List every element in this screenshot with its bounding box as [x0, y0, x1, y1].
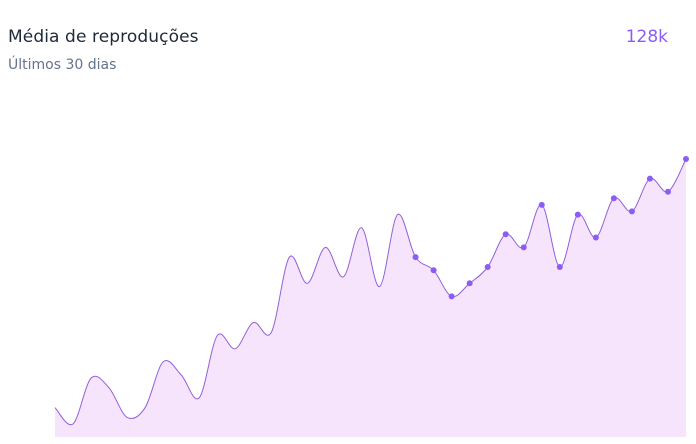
data-point[interactable]: [430, 267, 437, 274]
data-point[interactable]: [574, 211, 581, 218]
card-title: Média de reproduções: [8, 27, 199, 47]
data-point[interactable]: [520, 244, 527, 251]
data-point[interactable]: [412, 254, 419, 261]
data-point[interactable]: [610, 195, 617, 202]
data-point[interactable]: [556, 263, 563, 270]
card-subtitle: Últimos 30 dias: [8, 57, 117, 73]
data-points: [412, 156, 689, 300]
data-point[interactable]: [466, 280, 473, 287]
total-value: 128k: [625, 27, 668, 47]
data-point[interactable]: [664, 188, 671, 195]
data-point[interactable]: [538, 201, 545, 208]
data-point[interactable]: [502, 231, 509, 238]
area-fill: [55, 159, 686, 438]
data-point[interactable]: [592, 234, 599, 241]
data-point[interactable]: [484, 263, 491, 270]
data-point[interactable]: [448, 293, 455, 300]
data-point[interactable]: [646, 175, 653, 182]
data-point[interactable]: [628, 208, 635, 215]
data-point[interactable]: [683, 156, 689, 163]
